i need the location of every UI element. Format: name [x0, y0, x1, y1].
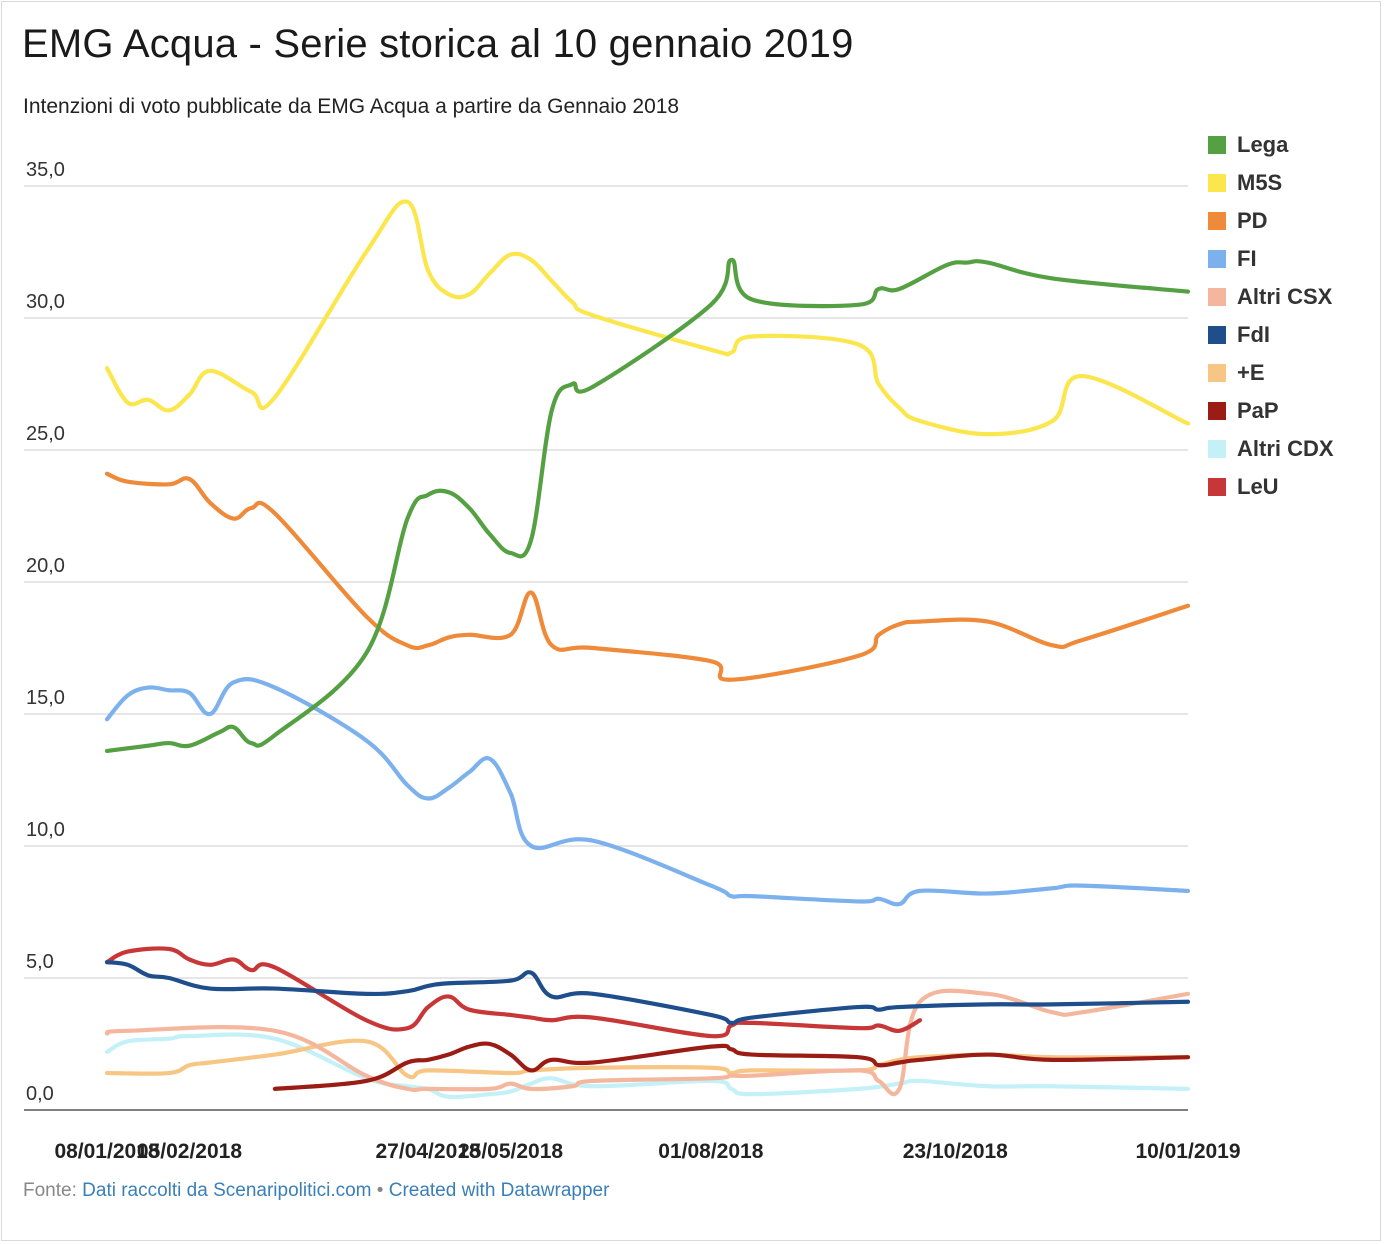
legend-swatch [1208, 174, 1226, 192]
legend-swatch [1208, 364, 1226, 382]
x-tick-label: 08/01/2018 [54, 1140, 159, 1163]
legend-swatch [1208, 250, 1226, 268]
x-tick-label: 23/10/2018 [903, 1140, 1008, 1163]
x-tick-label: 25/05/2018 [458, 1140, 563, 1163]
grid-lines [24, 185, 1188, 1111]
source-prefix: Fonte: [23, 1180, 77, 1201]
legend-label: Lega [1237, 132, 1289, 157]
legend-item[interactable]: Altri CDX [1208, 430, 1334, 468]
source-link[interactable]: Dati raccolti da Scenaripolitici.com [82, 1180, 372, 1201]
legend-swatch [1208, 326, 1226, 344]
legend: Lega M5S PD FI Altri CSX FdI +E PaP Altri CDX LeU [1208, 126, 1334, 506]
legend-item[interactable]: LeU [1208, 468, 1334, 506]
series-line-segment [104, 1038, 1191, 1080]
legend-label: +E [1237, 360, 1265, 385]
y-tick-label: 10,0 [26, 819, 65, 841]
series-leu[interactable] [104, 946, 923, 1039]
x-tick-label: 01/08/2018 [658, 1140, 763, 1163]
y-tick-label: 15,0 [26, 687, 65, 709]
y-tick-label: 0,0 [26, 1083, 54, 1105]
series-line-segment [104, 988, 1191, 1097]
series-line-segment [104, 1032, 1191, 1100]
series-altri-csx[interactable] [104, 988, 1191, 1097]
footer-separator: • [376, 1180, 384, 1201]
legend-label: LeU [1237, 474, 1279, 499]
series-line-segment [104, 199, 1191, 437]
series-pap[interactable] [272, 1041, 1191, 1091]
legend-item[interactable]: PaP [1208, 392, 1334, 430]
series-line-segment [104, 946, 923, 1039]
legend-swatch [1208, 440, 1226, 458]
x-tick-label: 27/04/2018 [376, 1140, 481, 1163]
series-line-segment [104, 471, 1191, 682]
chart-title: EMG Acqua - Serie storica al 10 gennaio … [22, 22, 854, 66]
series-line-segment [104, 677, 1191, 907]
series-line-segment [104, 257, 1191, 754]
legend-item[interactable]: Lega [1208, 126, 1334, 164]
datawrapper-credit-link[interactable]: Created with Datawrapper [388, 1180, 610, 1201]
series-altri-cdx[interactable] [104, 1032, 1191, 1100]
series-lines [104, 199, 1191, 1100]
y-tick-label: 5,0 [26, 951, 54, 973]
legend-swatch [1208, 288, 1226, 306]
series-m5s[interactable] [104, 199, 1191, 437]
y-tick-label: 30,0 [26, 291, 65, 313]
legend-label: PD [1237, 208, 1268, 233]
legend-swatch [1208, 478, 1226, 496]
legend-label: FdI [1237, 322, 1270, 347]
legend-swatch [1208, 212, 1226, 230]
series-lega[interactable] [104, 257, 1191, 754]
y-tick-label: 25,0 [26, 423, 65, 445]
series-line-segment [104, 960, 1191, 1026]
series-fi[interactable] [104, 677, 1191, 907]
legend-label: M5S [1237, 170, 1283, 195]
legend-label: FI [1237, 246, 1257, 271]
legend-item[interactable]: FI [1208, 240, 1334, 278]
legend-swatch [1208, 402, 1226, 420]
chart-subtitle: Intenzioni di voto pubblicate da EMG Acq… [23, 95, 680, 118]
series-line-segment [272, 1041, 1191, 1091]
y-tick-label: 35,0 [26, 159, 65, 181]
series-pd[interactable] [104, 471, 1191, 682]
series-fdi[interactable] [104, 960, 1191, 1026]
footer: Fonte: Dati raccolti da Scenaripolitici.… [23, 1180, 609, 1202]
legend-item[interactable]: M5S [1208, 164, 1334, 202]
series--e[interactable] [104, 1038, 1191, 1080]
legend-label: PaP [1237, 398, 1279, 423]
legend-label: Altri CSX [1237, 284, 1333, 309]
y-tick-label: 20,0 [26, 555, 65, 577]
legend-item[interactable]: Altri CSX [1208, 278, 1334, 316]
legend-label: Altri CDX [1237, 436, 1334, 461]
y-axis-ticks: 0,0 5,0 10,0 15,0 20,0 25,0 30,0 35,0 [26, 159, 65, 1105]
x-tick-label: 10/01/2019 [1135, 1140, 1240, 1163]
legend-item[interactable]: PD [1208, 202, 1334, 240]
legend-item[interactable]: +E [1208, 354, 1334, 392]
x-tick-label: 05/02/2018 [137, 1140, 242, 1163]
legend-swatch [1208, 136, 1226, 154]
legend-item[interactable]: FdI [1208, 316, 1334, 354]
